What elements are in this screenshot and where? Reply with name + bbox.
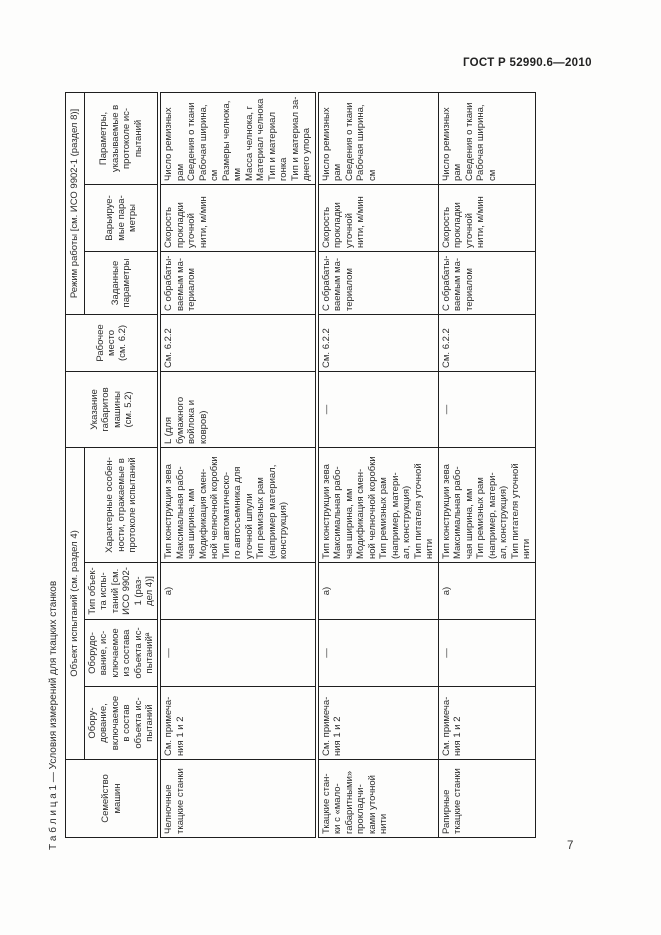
- table-row-shuttle-looms: Челночные ткацкие станки См. примеча- ни…: [159, 92, 317, 838]
- col-header-features: Характерные особен- ности, отражаемые в …: [84, 447, 160, 563]
- cell-family: Челночные ткацкие станки: [159, 759, 317, 838]
- table-title: Т а б л и ц а 1 — Условия измерений для …: [48, 580, 59, 850]
- col-group-operating-mode: Режим работы [см. ИСО 9902-1 (раздел 8)]: [65, 92, 85, 315]
- cell-features: Тип конструкции зева Максимальная рабо- …: [159, 447, 317, 563]
- cell-test-type: а): [316, 562, 439, 620]
- cell-varied-parameters: Скорость прокладки уточной нити, м/мин: [159, 184, 317, 252]
- cell-workstation: См. 6.2.2: [159, 314, 317, 372]
- col-header-varied-parameters: Варьируе- мые пара- метры: [84, 184, 160, 252]
- col-header-family: Семейство машин: [65, 759, 160, 838]
- cell-set-parameters: С обрабаты- ваемым ма- териалом: [438, 251, 536, 315]
- cell-reported-parameters: Число ремизных рам Сведения о ткани Рабо…: [159, 92, 317, 185]
- col-header-equipment-excluded: Оборудо- вание, ис- ключаемое из состава…: [84, 619, 160, 687]
- header-sub-row: Обору- дование, включаемое в состав объе…: [84, 92, 160, 837]
- col-header-dimensions: Указание габаритов машины (см. 5.2): [65, 371, 160, 448]
- table-row-small-carrier-looms: Ткацкие стан- ки с «мало- габаритными» п…: [316, 92, 439, 838]
- cell-set-parameters: С обрабаты- ваемым ма- териалом: [316, 251, 439, 315]
- cell-family: Ткацкие стан- ки с «мало- габаритными» п…: [316, 759, 439, 838]
- col-group-test-object: Объект испытаний (см. раздел 4): [65, 447, 85, 760]
- cell-reported-parameters: Число ремизных рам Сведения о ткани Рабо…: [316, 92, 439, 185]
- cell-dimensions: —: [316, 371, 439, 448]
- cell-varied-parameters: Скорость прокладки уточной нити, м/мин: [316, 184, 439, 252]
- cell-dimensions: L (для бумажного войлока и ковров): [159, 371, 317, 448]
- cell-features: Тип конструкции зева Максимальная рабо- …: [316, 447, 439, 563]
- measurement-conditions-table: Семейство машин Объект испытаний (см. ра…: [65, 91, 536, 838]
- cell-test-type: а): [438, 562, 536, 620]
- cell-equipment-included: См. примеча- ния 1 и 2: [316, 686, 439, 760]
- cell-workstation: См. 6.2.2: [316, 314, 439, 372]
- cell-reported-parameters: Число ремизных рам Сведения о ткани Рабо…: [438, 92, 536, 185]
- rotated-table-area: Т а б л и ц а 1 — Условия измерений для …: [48, 91, 538, 850]
- cell-equipment-excluded: —: [438, 619, 536, 687]
- page-number: 7: [567, 840, 574, 852]
- col-header-equipment-included: Обору- дование, включаемое в состав объе…: [84, 686, 160, 760]
- col-header-set-parameters: Заданные параметры: [84, 251, 160, 315]
- col-header-test-type: Тип объек- та испы- таний [см. ИСО 9902-…: [84, 562, 160, 620]
- standard-reference: ГОСТ Р 52990.6—2010: [463, 57, 592, 69]
- col-header-workstation: Рабочее место (см. 6.2): [65, 314, 160, 372]
- cell-family: Рапирные ткацкие станки: [438, 759, 536, 838]
- cell-equipment-included: См. примеча- ния 1 и 2: [159, 686, 317, 760]
- cell-varied-parameters: Скорость прокладки уточной нити, м/мин: [438, 184, 536, 252]
- cell-equipment-excluded: —: [316, 619, 439, 687]
- header-group-row: Семейство машин Объект испытаний (см. ра…: [65, 92, 160, 838]
- cell-workstation: См. 6.2.2: [438, 314, 536, 372]
- cell-equipment-excluded: —: [159, 619, 317, 687]
- cell-features: Тип конструкции зева Максимальная рабо- …: [438, 447, 536, 563]
- cell-test-type: а): [159, 562, 317, 620]
- table-row-rapier-looms: Рапирные ткацкие станки См. примеча- ния…: [438, 92, 536, 838]
- cell-equipment-included: См. примеча- ния 1 и 2: [438, 686, 536, 760]
- cell-set-parameters: С обрабаты- ваемым ма- териалом: [159, 251, 317, 315]
- col-header-reported-parameters: Параметры, указываемые в протоколе ис- п…: [84, 92, 160, 185]
- cell-dimensions: —: [438, 371, 536, 448]
